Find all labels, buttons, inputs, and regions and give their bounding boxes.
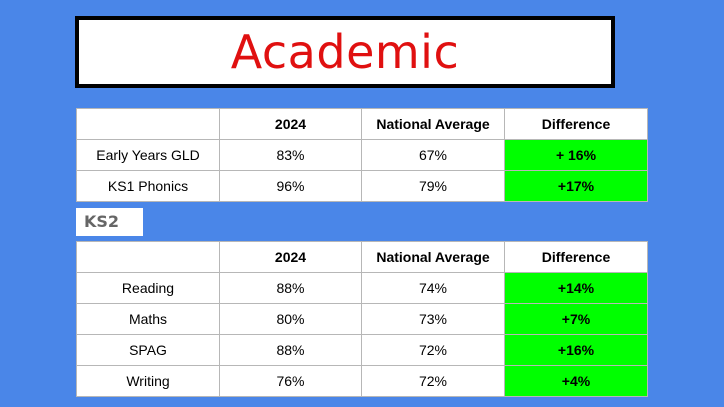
national-average-value: 74% (361, 272, 505, 304)
table-row: KS1 Phonics 96% 79% +17% (76, 170, 648, 202)
page-title: Academic (230, 25, 460, 79)
difference-value: +16% (504, 334, 648, 366)
row-label: Maths (76, 303, 220, 335)
title-box: Academic (75, 16, 615, 88)
year-value: 88% (219, 272, 362, 304)
national-average-value: 79% (361, 170, 505, 202)
national-average-value: 72% (361, 334, 505, 366)
row-label: Writing (76, 365, 220, 397)
header-cell-blank (76, 241, 220, 273)
table-row: Writing 76% 72% +4% (76, 365, 648, 397)
table-row: Maths 80% 73% +7% (76, 303, 648, 335)
row-label: KS1 Phonics (76, 170, 220, 202)
difference-value: +14% (504, 272, 648, 304)
header-cell-difference: Difference (504, 241, 648, 273)
early-years-ks1-table: 2024 National Average Difference Early Y… (76, 108, 648, 202)
difference-value: +4% (504, 365, 648, 397)
table-row: Reading 88% 74% +14% (76, 272, 648, 304)
row-label: SPAG (76, 334, 220, 366)
difference-value: +7% (504, 303, 648, 335)
year-value: 96% (219, 170, 362, 202)
year-value: 76% (219, 365, 362, 397)
year-value: 88% (219, 334, 362, 366)
table-row: SPAG 88% 72% +16% (76, 334, 648, 366)
year-value: 80% (219, 303, 362, 335)
header-cell-year: 2024 (219, 241, 362, 273)
row-label: Early Years GLD (76, 139, 220, 171)
header-cell-blank (76, 108, 220, 140)
national-average-value: 67% (361, 139, 505, 171)
header-cell-year: 2024 (219, 108, 362, 140)
table-header-row: 2024 National Average Difference (76, 108, 648, 140)
header-cell-national-average: National Average (361, 241, 505, 273)
header-cell-national-average: National Average (361, 108, 505, 140)
table-header-row: 2024 National Average Difference (76, 241, 648, 273)
ks2-section-label: KS2 (76, 208, 143, 236)
row-label: Reading (76, 272, 220, 304)
difference-value: +17% (504, 170, 648, 202)
ks2-table: 2024 National Average Difference Reading… (76, 241, 648, 397)
year-value: 83% (219, 139, 362, 171)
difference-value: + 16% (504, 139, 648, 171)
national-average-value: 72% (361, 365, 505, 397)
table-row: Early Years GLD 83% 67% + 16% (76, 139, 648, 171)
header-cell-difference: Difference (504, 108, 648, 140)
national-average-value: 73% (361, 303, 505, 335)
